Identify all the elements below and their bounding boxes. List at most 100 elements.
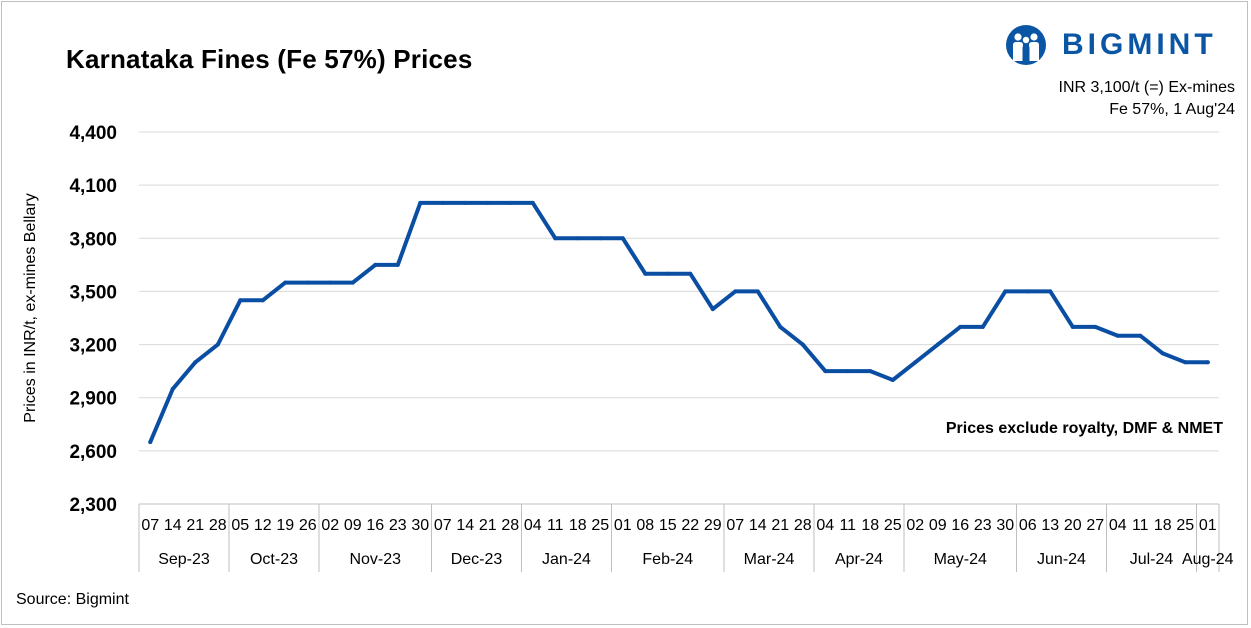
- data-point: [755, 289, 760, 294]
- y-tick-label: 4,100: [69, 176, 117, 197]
- month-label: Aug-24: [1182, 551, 1234, 568]
- brand-logo: BIGMINT: [1004, 24, 1240, 66]
- month-label: Mar-24: [744, 551, 795, 568]
- x-tick-label: 30: [996, 517, 1014, 534]
- data-point: [508, 200, 513, 205]
- source-note: Source: Bigmint: [16, 591, 129, 608]
- data-point: [260, 298, 265, 303]
- data-point: [868, 369, 873, 374]
- people-logo-icon: [1006, 25, 1046, 65]
- data-point: [845, 369, 850, 374]
- chart-title: Karnataka Fines (Fe 57%) Prices: [66, 44, 473, 74]
- x-tick-label: 06: [1019, 517, 1037, 534]
- x-tick-label: 14: [749, 517, 767, 534]
- y-tick-label: 2,600: [69, 442, 117, 463]
- x-tick-label: 28: [501, 517, 519, 534]
- chart-note: Prices exclude royalty, DMF & NMET: [946, 420, 1223, 437]
- month-label: Feb-24: [642, 551, 693, 568]
- data-point: [1115, 333, 1120, 338]
- data-point: [485, 200, 490, 205]
- data-point: [1048, 289, 1053, 294]
- month-label: Dec-23: [451, 551, 503, 568]
- data-point: [575, 236, 580, 241]
- x-tick-label: 15: [659, 517, 677, 534]
- x-tick-label: 28: [794, 517, 812, 534]
- x-tick-label: 20: [1064, 517, 1082, 534]
- data-point: [823, 369, 828, 374]
- data-point: [958, 324, 963, 329]
- data-point: [1138, 333, 1143, 338]
- x-tick-label: 02: [906, 517, 924, 534]
- data-point: [1183, 360, 1188, 365]
- data-point: [193, 360, 198, 365]
- x-tick-label: 13: [1041, 517, 1059, 534]
- data-point: [553, 236, 558, 241]
- x-tick-label: 18: [861, 517, 879, 534]
- data-point: [463, 200, 468, 205]
- x-tick-label: 21: [771, 517, 789, 534]
- x-tick-label: 07: [726, 517, 744, 534]
- x-tick-label: 25: [884, 517, 902, 534]
- x-tick-label: 07: [141, 517, 159, 534]
- data-point: [148, 440, 153, 444]
- y-tick-label: 4,400: [69, 123, 117, 144]
- data-point: [688, 271, 693, 276]
- x-tick-label: 12: [254, 517, 272, 534]
- x-tick-label: 09: [929, 517, 947, 534]
- month-label: Jul-24: [1130, 551, 1174, 568]
- data-point: [373, 262, 378, 267]
- data-point: [418, 200, 423, 205]
- data-point: [395, 262, 400, 267]
- data-point: [530, 200, 535, 205]
- price-series-line: [148, 200, 1210, 444]
- x-tick-label: 09: [344, 517, 362, 534]
- x-tick-label: 30: [411, 517, 429, 534]
- x-tick-label: 23: [974, 517, 992, 534]
- x-tick-label: 11: [547, 517, 564, 534]
- x-tick-label: 04: [816, 517, 834, 534]
- data-point: [778, 324, 783, 329]
- data-point: [440, 200, 445, 205]
- x-tick-label: 04: [1109, 517, 1127, 534]
- data-point: [665, 271, 670, 276]
- data-point: [643, 271, 648, 276]
- data-point: [350, 280, 355, 285]
- x-tick-label: 27: [1086, 517, 1104, 534]
- y-tick-label: 3,800: [69, 229, 117, 250]
- data-point: [980, 324, 985, 329]
- data-point: [913, 360, 918, 365]
- x-tick-label: 11: [839, 517, 856, 534]
- data-point: [170, 386, 175, 391]
- month-label: Nov-23: [349, 551, 401, 568]
- x-tick-label: 16: [366, 517, 384, 534]
- y-tick-label: 3,200: [69, 336, 117, 357]
- data-point: [620, 236, 625, 241]
- x-tick-label: 08: [636, 517, 654, 534]
- x-tick-label: 21: [479, 517, 497, 534]
- x-tick-label: 02: [321, 517, 339, 534]
- x-tick-label: 01: [614, 517, 632, 534]
- y-tick-label: 3,500: [69, 282, 117, 303]
- x-tick-label: 11: [1132, 517, 1149, 534]
- x-tick-label: 21: [186, 517, 204, 534]
- price-info-date: Fe 57%, 1 Aug'24: [1109, 101, 1235, 118]
- month-label: Sep-23: [158, 551, 210, 568]
- x-tick-label: 19: [276, 517, 294, 534]
- data-point: [328, 280, 333, 285]
- x-tick-label: 25: [591, 517, 609, 534]
- x-tick-label: 01: [1199, 517, 1217, 534]
- x-tick-label: 16: [951, 517, 969, 534]
- month-label: Jun-24: [1037, 551, 1086, 568]
- data-point: [1205, 360, 1210, 365]
- data-point: [890, 378, 895, 382]
- data-point: [1003, 289, 1008, 294]
- x-tick-label: 04: [524, 517, 542, 534]
- x-tick-label: 29: [704, 517, 722, 534]
- month-label: May-24: [934, 551, 987, 568]
- data-point: [710, 307, 715, 312]
- data-point: [305, 280, 310, 285]
- x-tick-label: 28: [209, 517, 227, 534]
- month-label: Apr-24: [835, 551, 883, 568]
- x-tick-label: 05: [231, 517, 249, 534]
- data-point: [1093, 324, 1098, 329]
